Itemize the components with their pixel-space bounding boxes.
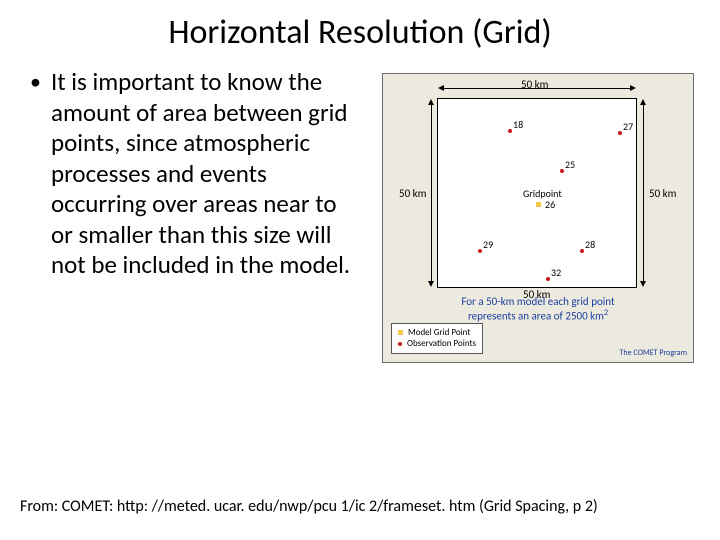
content-row: • It is important to know the amount of … (0, 67, 720, 363)
observation-dot (560, 169, 564, 173)
gridpoint-label: Gridpoint (523, 187, 562, 200)
grid-figure: 50 km 50 km 50 km 50 km Gridpoint 26 182… (382, 73, 694, 363)
dimension-arrow-left (431, 104, 432, 282)
observation-dot (618, 131, 622, 135)
observation-label: 25 (565, 158, 575, 171)
observation-label: 32 (551, 266, 561, 279)
figure-credit: The COMET Program (620, 348, 687, 358)
legend-row-obs: Observation Points (398, 338, 476, 350)
observation-dot (508, 129, 512, 133)
bullet-block: • It is important to know the amount of … (30, 67, 360, 281)
legend-obs-label: Observation Points (407, 338, 476, 350)
figure-caption: For a 50-km model each grid point repres… (391, 296, 685, 323)
bullet-text: It is important to know the amount of ar… (51, 67, 360, 281)
dimension-label-left: 50 km (399, 187, 426, 200)
observation-dot (546, 277, 550, 281)
caption-line2: represents an area of 2500 km (468, 309, 604, 322)
observation-dot (478, 249, 482, 253)
observation-label: 18 (513, 118, 523, 131)
bullet-marker: • (30, 67, 41, 281)
dimension-arrow-right (643, 104, 644, 282)
gridpoint-dot (536, 202, 541, 207)
source-citation: From: COMET: http: //meted. ucar. edu/nw… (20, 497, 598, 516)
observation-dot (580, 249, 584, 253)
dimension-label-top: 50 km (521, 78, 548, 91)
grid-box: Gridpoint 26 18 27 25 29 28 32 (437, 98, 637, 288)
dimension-label-right: 50 km (649, 187, 676, 200)
legend: Model Grid Point Observation Points (391, 323, 483, 354)
slide-title: Horizontal Resolution (Grid) (0, 0, 720, 67)
caption-line1: For a 50-km model each grid point (461, 295, 614, 308)
caption-exponent: 2 (604, 308, 608, 318)
legend-model-swatch (398, 330, 403, 335)
observation-label: 29 (483, 238, 493, 251)
observation-label: 28 (585, 238, 595, 251)
legend-obs-swatch (398, 342, 402, 346)
legend-model-label: Model Grid Point (408, 327, 470, 339)
observation-label: 27 (623, 120, 633, 133)
gridpoint-value: 26 (545, 198, 555, 211)
figure-wrap: 50 km 50 km 50 km 50 km Gridpoint 26 182… (374, 67, 702, 363)
legend-row-model: Model Grid Point (398, 327, 476, 339)
